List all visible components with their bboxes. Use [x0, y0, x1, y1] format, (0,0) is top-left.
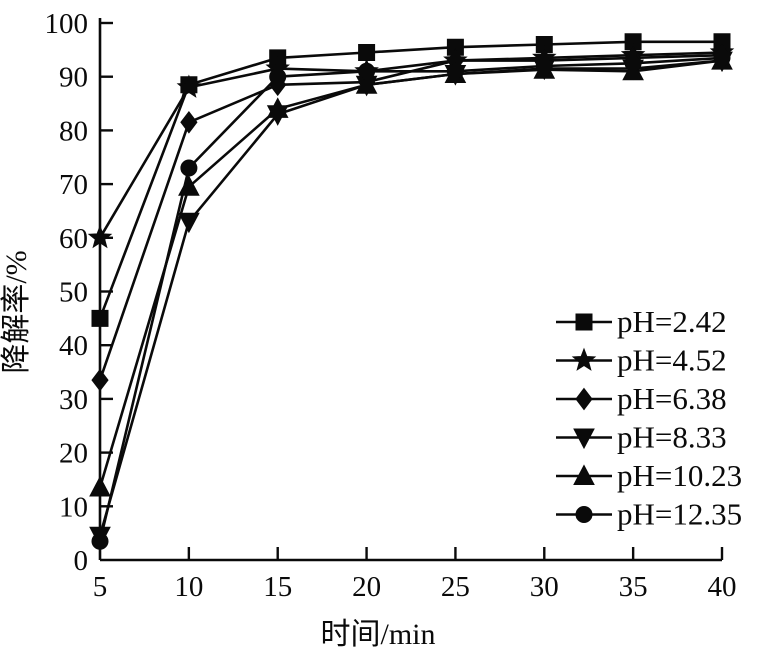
y-axis-label: 降解率/%: [0, 250, 33, 373]
series-layer: [87, 33, 735, 550]
legend-marker-square: [575, 313, 593, 331]
data-point-diamond: [180, 110, 198, 134]
y-tick-label: 40: [59, 330, 88, 362]
axes-layer: 0 10 20 30 40 50 60 70 80 90 100 5 10 15 20 25 30 35 40: [45, 8, 737, 603]
x-tick-label: 25: [441, 571, 470, 603]
x-tick-label: 35: [619, 571, 648, 603]
data-point-star: [87, 224, 113, 249]
legend-label: pH=6.38: [617, 381, 727, 416]
data-point-triangle-down: [178, 212, 200, 234]
y-tick-label: 100: [45, 8, 89, 40]
series-line: [98, 51, 723, 239]
data-point-circle: [358, 62, 376, 80]
y-tick-label: 90: [59, 62, 88, 94]
y-tick-label: 10: [59, 491, 88, 523]
series-line: [98, 59, 723, 488]
legend-entry: pH=6.38: [556, 381, 727, 416]
y-tick-label: 60: [59, 223, 88, 255]
legend-label: pH=4.52: [617, 343, 727, 378]
legend-label: pH=10.23: [617, 458, 742, 493]
legend-entry: pH=2.42: [556, 304, 727, 339]
data-point-square: [535, 36, 553, 53]
data-point-circle: [713, 49, 731, 67]
y-tick-label: 80: [59, 115, 88, 147]
data-point-triangle-up: [266, 97, 289, 118]
axis-lines: [98, 18, 722, 562]
data-point-circle: [446, 62, 464, 80]
data-point-diamond: [91, 368, 109, 392]
data-point-circle: [91, 532, 109, 550]
x-tick-label: 10: [174, 571, 203, 603]
y-tick-label: 20: [59, 438, 88, 470]
legend-entry: pH=4.52: [556, 343, 727, 378]
legend-marker-diamond: [575, 387, 593, 411]
data-point-triangle-up: [355, 73, 378, 94]
data-point-square: [358, 44, 376, 61]
x-tick-label: 5: [93, 571, 108, 603]
x-tick-label: 30: [530, 571, 559, 603]
legend-label: pH=2.42: [617, 304, 727, 339]
series-pH=12.35: [91, 49, 731, 550]
legend-label: pH=12.35: [617, 497, 742, 532]
data-point-square: [624, 33, 642, 51]
series-line: [98, 40, 722, 319]
y-tick-label: 30: [59, 384, 88, 416]
legend-marker-triangle-up: [573, 464, 595, 485]
x-axis-label: 时间/min: [320, 618, 435, 651]
y-tick-label: 0: [74, 545, 89, 577]
data-point-square: [91, 309, 109, 327]
y-tick-label: 70: [59, 169, 88, 201]
data-point-circle: [624, 54, 642, 72]
x-tick-label: 40: [708, 571, 737, 603]
data-point-triangle-up: [89, 475, 111, 497]
x-tick-label: 20: [352, 571, 381, 603]
legend-entry: pH=12.35: [556, 497, 742, 532]
legend-marker-triangle-down: [573, 428, 595, 450]
y-tick-label: 50: [59, 277, 88, 309]
series-pH=2.42: [91, 33, 731, 327]
legend-entry: pH=8.33: [556, 420, 727, 455]
series-line: [98, 56, 723, 542]
data-point-star: [176, 74, 202, 98]
data-point-circle: [269, 68, 287, 86]
data-point-circle: [180, 159, 198, 177]
data-point-square: [446, 38, 464, 56]
legend-label: pH=8.33: [617, 420, 727, 455]
legend-marker-circle: [575, 506, 593, 523]
data-point-circle: [535, 57, 553, 75]
x-tick-label: 15: [263, 571, 292, 603]
legend-marker-star: [571, 347, 597, 371]
legend-entry: pH=10.23: [556, 458, 742, 493]
